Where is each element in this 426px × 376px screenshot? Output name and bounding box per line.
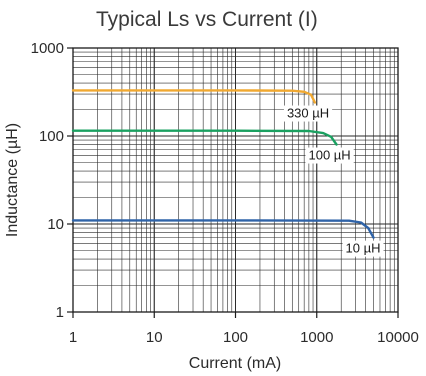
curve-label: 330 µH <box>287 106 329 121</box>
series-line-0 <box>71 89 317 104</box>
curve-label-bg <box>305 147 354 164</box>
y-tick-label: 10 <box>47 216 64 233</box>
y-axis-label: Inductance (µH) <box>4 123 21 237</box>
y-axis-ticks: 1 10 100 1000 <box>31 40 73 321</box>
chart-title: Typical Ls vs Current (I) <box>96 8 318 31</box>
x-tick-label: 1000 <box>300 329 333 346</box>
y-tick-label: 100 <box>39 128 64 145</box>
curve-labels: 330 µH 100 µH 10 µH <box>283 105 384 257</box>
series-line-1 <box>71 129 338 146</box>
y-tick-label: 1000 <box>31 40 64 57</box>
x-tick-label: 10 <box>146 329 163 346</box>
x-axis-ticks: 1 10 100 1000 10000 <box>69 312 419 346</box>
grid <box>72 47 399 313</box>
series-group <box>71 89 375 239</box>
curve-label: 10 µH <box>346 241 381 256</box>
curve-label: 100 µH <box>308 148 350 163</box>
x-tick-label: 10000 <box>377 329 419 346</box>
curve-label-bg <box>342 240 384 257</box>
x-axis-label: Current (mA) <box>189 355 281 372</box>
y-tick-label: 1 <box>56 304 64 321</box>
curve-label-bg <box>283 105 333 122</box>
series-line-2 <box>71 219 375 239</box>
x-tick-label: 100 <box>223 329 248 346</box>
x-tick-label: 1 <box>69 329 77 346</box>
